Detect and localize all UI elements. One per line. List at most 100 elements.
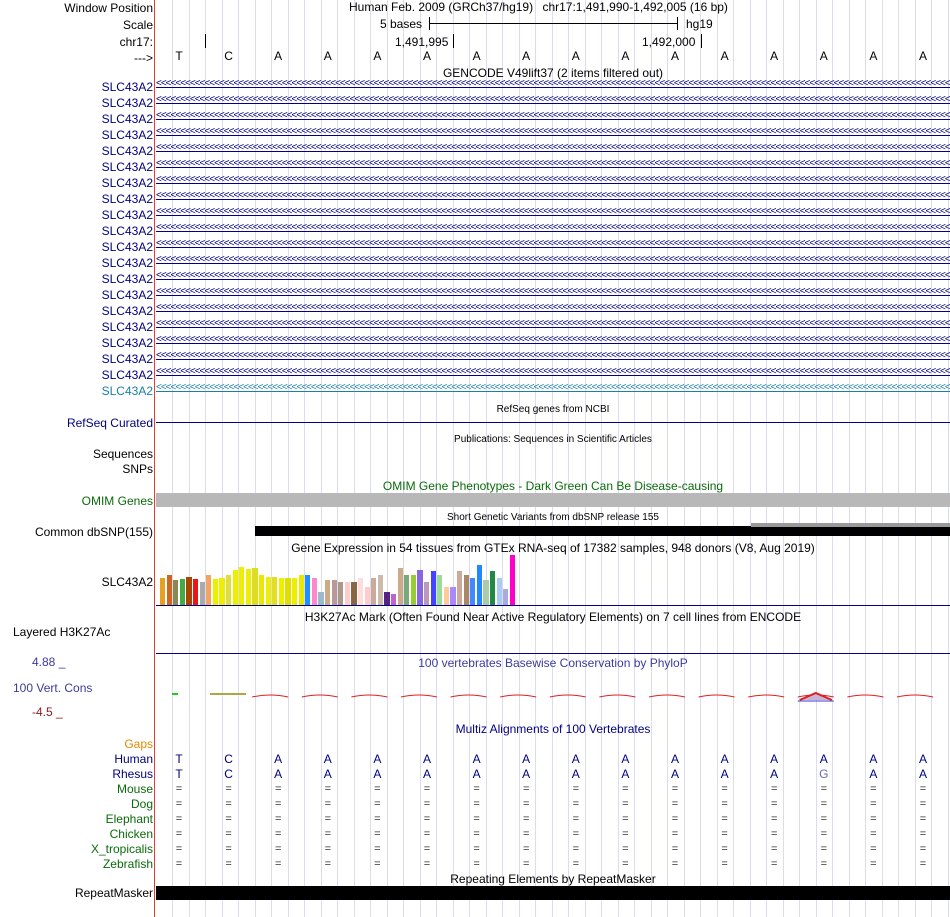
- gtex-tissue-bar[interactable]: [285, 578, 291, 605]
- gtex-tissue-bar[interactable]: [239, 567, 245, 605]
- gtex-tissue-bar[interactable]: [272, 577, 278, 605]
- transcript-intron-line[interactable]: <<<<<<<<<<<<<<<<<<<<<<<<<<<<<<<<<<<<<<<<…: [156, 95, 950, 111]
- gtex-tissue-bar[interactable]: [391, 594, 397, 605]
- gtex-tissue-bar[interactable]: [226, 575, 232, 605]
- gtex-track-title[interactable]: Gene Expression in 54 tissues from GTEx …: [291, 541, 815, 555]
- dbsnp-track-title[interactable]: Short Genetic Variants from dbSNP releas…: [447, 512, 659, 523]
- gtex-tissue-bar[interactable]: [457, 571, 463, 605]
- gtex-tissue-bar[interactable]: [404, 575, 410, 605]
- transcript-label[interactable]: SLC43A2: [101, 112, 153, 126]
- species-label[interactable]: Zebrafish: [102, 857, 153, 871]
- gtex-bar-chart[interactable]: [156, 555, 950, 606]
- transcript-label[interactable]: SLC43A2: [101, 192, 153, 206]
- transcript-label[interactable]: SLC43A2: [101, 80, 153, 94]
- gtex-tissue-bar[interactable]: [470, 578, 476, 605]
- gtex-tissue-bar[interactable]: [166, 575, 172, 605]
- gtex-tissue-bar[interactable]: [298, 575, 304, 605]
- gtex-tissue-bar[interactable]: [212, 579, 219, 605]
- repeatmasker-track-title[interactable]: Repeating Elements by RepeatMasker: [450, 872, 656, 886]
- transcript-intron-line[interactable]: <<<<<<<<<<<<<<<<<<<<<<<<<<<<<<<<<<<<<<<<…: [156, 79, 950, 95]
- transcript-label[interactable]: SLC43A2: [101, 224, 153, 238]
- gtex-tissue-bar[interactable]: [259, 575, 265, 605]
- transcript-intron-line[interactable]: <<<<<<<<<<<<<<<<<<<<<<<<<<<<<<<<<<<<<<<<…: [156, 207, 950, 223]
- publications-sequences-label[interactable]: Sequences: [92, 447, 153, 461]
- gtex-tissue-bar[interactable]: [443, 587, 450, 605]
- species-label[interactable]: X_tropicalis: [90, 842, 153, 856]
- gencode-track-title[interactable]: GENCODE V49lift37 (2 items filtered out): [442, 66, 664, 80]
- gtex-tissue-bar[interactable]: [173, 580, 179, 605]
- gtex-tissue-bar[interactable]: [338, 582, 344, 605]
- h3k27ac-track-title[interactable]: H3K27Ac Mark (Often Found Near Active Re…: [304, 610, 802, 624]
- transcript-label[interactable]: SLC43A2: [101, 336, 153, 350]
- gtex-tissue-bar[interactable]: [278, 578, 285, 605]
- gtex-tissue-bar[interactable]: [344, 582, 351, 605]
- gtex-tissue-bar[interactable]: [311, 578, 318, 605]
- gtex-tissue-bar[interactable]: [424, 582, 430, 605]
- gtex-tissue-bar[interactable]: [437, 575, 443, 605]
- transcript-label[interactable]: SLC43A2: [101, 160, 153, 174]
- gtex-tissue-bar[interactable]: [206, 575, 212, 605]
- multiz-gaps-label[interactable]: Gaps: [124, 737, 153, 751]
- h3k27ac-label[interactable]: Layered H3K27Ac: [13, 625, 111, 639]
- transcript-intron-line[interactable]: <<<<<<<<<<<<<<<<<<<<<<<<<<<<<<<<<<<<<<<<…: [156, 367, 950, 383]
- repeatmasker-label[interactable]: RepeatMasker: [74, 886, 153, 900]
- transcript-label[interactable]: SLC43A2: [101, 208, 153, 222]
- transcript-label[interactable]: SLC43A2: [101, 144, 153, 158]
- gtex-tissue-bar[interactable]: [351, 582, 357, 605]
- transcript-intron-line[interactable]: <<<<<<<<<<<<<<<<<<<<<<<<<<<<<<<<<<<<<<<<…: [156, 319, 950, 335]
- gtex-tissue-bar[interactable]: [364, 587, 370, 605]
- gtex-tissue-bar[interactable]: [265, 577, 271, 605]
- transcript-intron-line[interactable]: <<<<<<<<<<<<<<<<<<<<<<<<<<<<<<<<<<<<<<<<…: [156, 351, 950, 367]
- transcript-intron-line[interactable]: <<<<<<<<<<<<<<<<<<<<<<<<<<<<<<<<<<<<<<<<…: [156, 255, 950, 271]
- species-label[interactable]: Mouse: [116, 782, 153, 796]
- gtex-tissue-bar[interactable]: [490, 571, 496, 605]
- transcript-label[interactable]: SLC43A2: [101, 352, 153, 366]
- gtex-tissue-bar[interactable]: [252, 568, 258, 605]
- transcript-intron-line[interactable]: <<<<<<<<<<<<<<<<<<<<<<<<<<<<<<<<<<<<<<<<…: [156, 159, 950, 175]
- transcript-intron-line[interactable]: <<<<<<<<<<<<<<<<<<<<<<<<<<<<<<<<<<<<<<<<…: [156, 143, 950, 159]
- dbsnp-variant-bar-gray[interactable]: [751, 523, 950, 527]
- transcript-intron-line[interactable]: <<<<<<<<<<<<<<<<<<<<<<<<<<<<<<<<<<<<<<<<…: [156, 127, 950, 143]
- gtex-tissue-bar[interactable]: [430, 571, 436, 605]
- transcript-label[interactable]: SLC43A2: [101, 304, 153, 318]
- omim-label[interactable]: OMIM Genes: [81, 494, 153, 508]
- gtex-tissue-bar[interactable]: [193, 579, 199, 605]
- omim-track-title[interactable]: OMIM Gene Phenotypes - Dark Green Can Be…: [382, 479, 724, 493]
- dbsnp-label[interactable]: Common dbSNP(155): [34, 525, 153, 539]
- refseq-track-title[interactable]: RefSeq genes from NCBI: [496, 404, 610, 415]
- gtex-tissue-bar[interactable]: [325, 580, 331, 605]
- gtex-tissue-bar[interactable]: [450, 587, 456, 605]
- transcript-intron-line[interactable]: <<<<<<<<<<<<<<<<<<<<<<<<<<<<<<<<<<<<<<<<…: [156, 223, 950, 239]
- gtex-tissue-bar[interactable]: [358, 578, 364, 605]
- gtex-tissue-bar[interactable]: [199, 582, 205, 605]
- gtex-tissue-bar[interactable]: [371, 578, 377, 605]
- refseq-label[interactable]: RefSeq Curated: [66, 416, 153, 430]
- transcript-intron-line[interactable]: <<<<<<<<<<<<<<<<<<<<<<<<<<<<<<<<<<<<<<<<…: [156, 383, 950, 399]
- gtex-tissue-bar[interactable]: [463, 575, 469, 605]
- gtex-tissue-bar[interactable]: [476, 565, 483, 605]
- transcript-label[interactable]: SLC43A2: [101, 240, 153, 254]
- gtex-tissue-bar[interactable]: [232, 570, 238, 605]
- transcript-intron-line[interactable]: <<<<<<<<<<<<<<<<<<<<<<<<<<<<<<<<<<<<<<<<…: [156, 175, 950, 191]
- transcript-label[interactable]: SLC43A2: [101, 320, 153, 334]
- species-label[interactable]: Dog: [130, 797, 153, 811]
- species-label[interactable]: Rhesus: [112, 767, 153, 781]
- omim-bar[interactable]: [156, 493, 950, 507]
- transcript-intron-line[interactable]: <<<<<<<<<<<<<<<<<<<<<<<<<<<<<<<<<<<<<<<<…: [156, 335, 950, 351]
- gtex-tissue-bar[interactable]: [186, 577, 192, 605]
- multiz-track-title[interactable]: Multiz Alignments of 100 Vertebrates: [455, 722, 651, 736]
- gtex-tissue-bar[interactable]: [219, 578, 225, 605]
- dbsnp-variant-bar[interactable]: [255, 526, 950, 536]
- transcript-label[interactable]: SLC43A2: [101, 256, 153, 270]
- transcript-intron-line[interactable]: <<<<<<<<<<<<<<<<<<<<<<<<<<<<<<<<<<<<<<<<…: [156, 239, 950, 255]
- gtex-tissue-bar[interactable]: [318, 592, 324, 605]
- gtex-tissue-bar[interactable]: [496, 578, 502, 605]
- phylop-track-title[interactable]: 100 vertebrates Basewise Conservation by…: [418, 656, 688, 670]
- transcript-intron-line[interactable]: <<<<<<<<<<<<<<<<<<<<<<<<<<<<<<<<<<<<<<<<…: [156, 111, 950, 127]
- repeatmasker-bar[interactable]: [156, 886, 950, 900]
- transcript-label[interactable]: SLC43A2: [101, 288, 153, 302]
- transcript-label[interactable]: SLC43A2: [101, 272, 153, 286]
- gtex-tissue-bar[interactable]: [160, 578, 166, 605]
- gtex-tissue-bar[interactable]: [245, 569, 252, 605]
- transcript-label[interactable]: SLC43A2: [101, 96, 153, 110]
